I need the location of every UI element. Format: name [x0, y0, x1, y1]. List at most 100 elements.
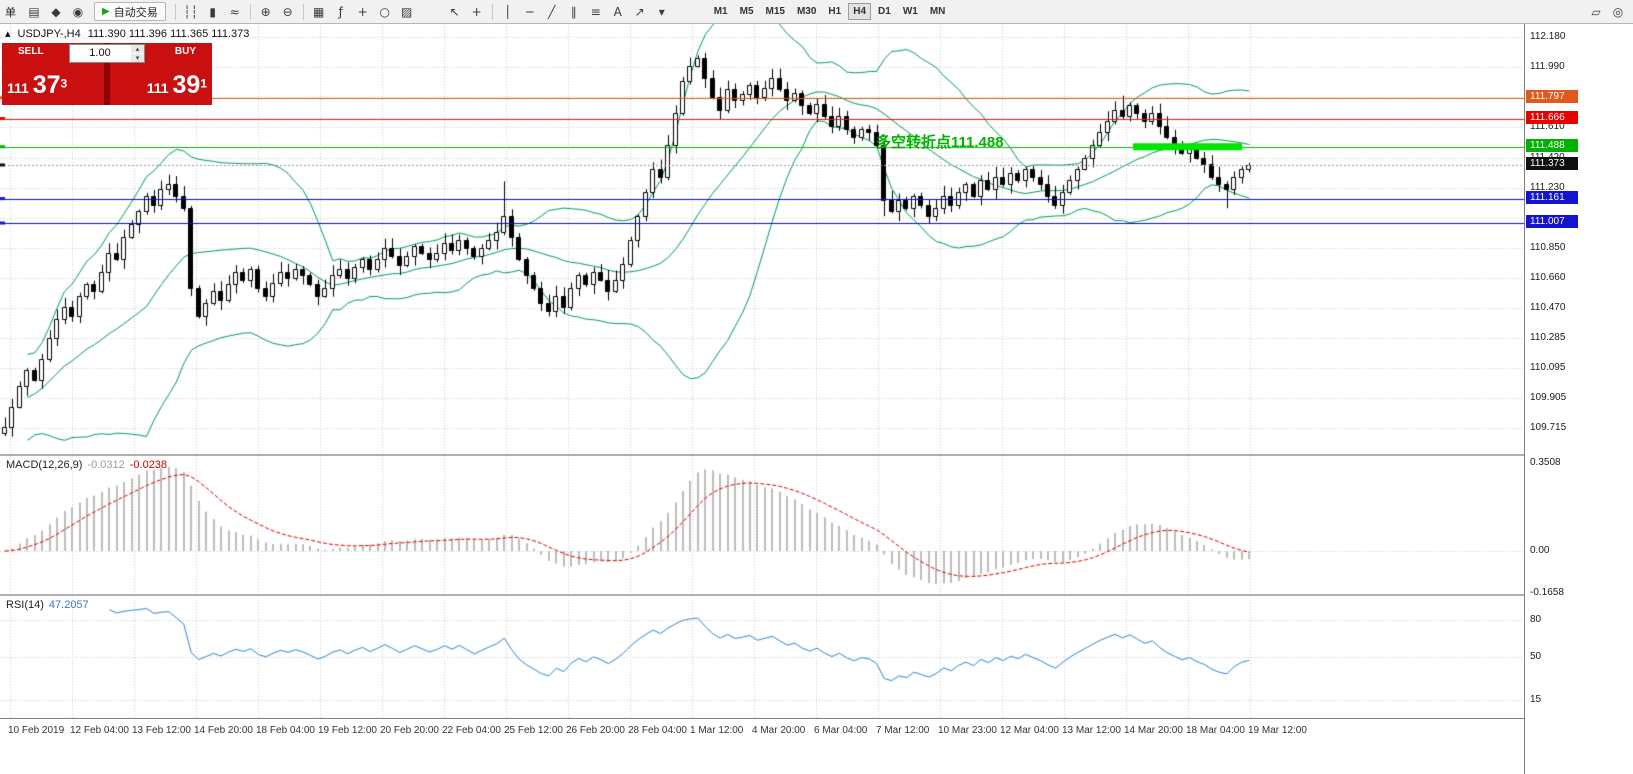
- timeframe-h4[interactable]: H4: [848, 3, 872, 20]
- toolbar-separator: [249, 3, 251, 20]
- price-axis-tick: 110.470: [1530, 302, 1566, 314]
- zoom-out-icon[interactable]: ⊖: [277, 2, 299, 21]
- crosshair-icon[interactable]: +: [466, 2, 488, 21]
- symbol-label: USDJPY-,H4: [17, 27, 81, 40]
- price-axis-tick: 111.610: [1530, 121, 1565, 133]
- timeframe-d1[interactable]: D1: [873, 3, 896, 20]
- timeframe-h1[interactable]: H1: [823, 3, 846, 20]
- time-axis-label: 14 Mar 20:00: [1124, 725, 1183, 736]
- macd-pane-divider[interactable]: [0, 454, 1633, 456]
- fibonacci-icon[interactable]: ≡: [585, 2, 607, 21]
- price-level-tag[interactable]: 111.666: [1526, 110, 1578, 124]
- cursor-icon[interactable]: ↖: [444, 2, 466, 21]
- price-axis-tick: 111.990: [1530, 61, 1565, 73]
- rsi-pane-label: RSI(14) 47.2057: [6, 599, 89, 611]
- sell-price: 111 373: [7, 71, 68, 99]
- macd-main-value: -0.0312: [87, 459, 125, 471]
- timeframe-m30[interactable]: M30: [792, 3, 821, 20]
- price-axis[interactable]: 112.180111.990111.610111.420111.230110.8…: [1524, 24, 1633, 774]
- candlestick-chart-icon[interactable]: ▮: [202, 2, 224, 21]
- search-icon[interactable]: ◎: [1607, 2, 1629, 21]
- toolbar-separator: [491, 3, 493, 20]
- time-axis-label: 10 Feb 2019: [8, 725, 65, 736]
- chart-annotation[interactable]: 多空转折点111.488: [876, 134, 1004, 151]
- volume-input[interactable]: 1.00 ▴ ▾: [69, 44, 145, 63]
- time-axis-label: 12 Feb 04:00: [70, 725, 129, 736]
- price-axis-tick: 110.660: [1530, 272, 1566, 284]
- time-axis-label: 18 Mar 04:00: [1186, 725, 1245, 736]
- text-icon[interactable]: A: [607, 2, 629, 21]
- period-dropdown-icon[interactable]: ○: [374, 2, 396, 21]
- line-chart-icon[interactable]: ≈: [224, 2, 246, 21]
- zoom-in-icon[interactable]: ⊕: [255, 2, 277, 21]
- macd-scale-label: 0.00: [1530, 545, 1550, 556]
- price-axis-tick: 109.715: [1530, 421, 1567, 433]
- time-axis[interactable]: 10 Feb 2019 12 Feb 04:00 13 Feb 12:00 14 Fe…: [0, 718, 1524, 774]
- autotrading-button[interactable]: ▶ 自动交易: [94, 2, 166, 21]
- time-axis-label: 1 Mar 12:00: [690, 725, 744, 736]
- toolbar-items: 单 ▤ ◆ ◉ ▶ 自动交易 ┆┆ ▮ ≈ ⊕ ⊖ ▦ ƒ + ○ ▨ ↖ + │ ─ ╱ ∥ ≡ A ↗ ▾: [3, 0, 673, 23]
- toolbar: 单 ▤ ◆ ◉ ▶ 自动交易 ┆┆ ▮ ≈ ⊕ ⊖ ▦ ƒ + ○ ▨ ↖ + │ ─ ╱ ∥ ≡ A ↗ ▾ M1 M5 M15 M3…: [0, 0, 1633, 24]
- indicators-icon[interactable]: ƒ: [330, 2, 352, 21]
- timeframe-toolbar: M1 M5 M15 M30 H1 H4 D1 W1 MN: [709, 3, 951, 20]
- time-axis-label: 14 Feb 20:00: [194, 725, 253, 736]
- shapes-dropdown-icon[interactable]: ▾: [651, 2, 673, 21]
- menu-label[interactable]: 单: [5, 6, 16, 19]
- price-axis-tick: 112.180: [1530, 31, 1566, 42]
- metaeditor-icon[interactable]: ◆: [45, 2, 67, 21]
- bars-chart-icon[interactable]: ┆┆: [180, 2, 202, 21]
- trendline-icon[interactable]: ╱: [541, 2, 563, 21]
- rsi-scale-label: 50: [1530, 651, 1542, 662]
- timeframe-m5[interactable]: M5: [735, 3, 759, 20]
- price-axis-tick: 110.095: [1530, 361, 1566, 373]
- price-axis-tick: 109.905: [1530, 391, 1567, 403]
- rsi-pane-divider[interactable]: [0, 594, 1633, 596]
- macd-pane-label: MACD(12,26,9) -0.0312 -0.0238: [6, 459, 168, 471]
- price-level-tag[interactable]: 111.161: [1526, 190, 1578, 204]
- timeframe-mn[interactable]: MN: [925, 3, 951, 20]
- macd-scale-label: -0.1658: [1530, 586, 1564, 598]
- vertical-line-icon[interactable]: │: [497, 2, 519, 21]
- sell-label: SELL: [18, 46, 44, 57]
- market-watch-icon[interactable]: ◉: [67, 2, 89, 21]
- templates-icon[interactable]: ▨: [396, 2, 418, 21]
- toolbar-right-icons: ▱ ◎: [1585, 2, 1629, 21]
- one-click-trading-panel: SELL 111 373 BUY 111 391 1.00 ▴ ▾: [2, 43, 212, 105]
- price-level-tag[interactable]: 111.007: [1526, 215, 1578, 229]
- time-axis-label: 28 Feb 04:00: [628, 725, 687, 736]
- macd-signal-value: -0.0238: [129, 459, 168, 471]
- price-level-tag[interactable]: 111.797: [1526, 89, 1578, 103]
- time-axis-label: 18 Feb 04:00: [256, 725, 315, 736]
- play-icon: ▶: [102, 6, 110, 17]
- autotrading-label: 自动交易: [113, 6, 158, 19]
- timeframe-m1[interactable]: M1: [709, 3, 733, 20]
- timeframe-w1[interactable]: W1: [898, 3, 923, 20]
- new-chart-icon[interactable]: +: [352, 2, 374, 21]
- volume-up-button[interactable]: ▴: [131, 45, 144, 53]
- ohlc-values: 111.390 111.396 111.365 111.373: [87, 27, 250, 40]
- price-level-tag[interactable]: 111.373: [1526, 156, 1578, 170]
- horizontal-line-icon[interactable]: ─: [519, 2, 541, 21]
- new-order-icon[interactable]: ▤: [23, 2, 45, 21]
- buy-label: BUY: [174, 46, 196, 57]
- buy-price: 111 391: [146, 71, 207, 99]
- time-axis-label: 4 Mar 20:00: [752, 725, 806, 736]
- arrow-tool-icon[interactable]: ↗: [629, 2, 651, 21]
- channel-icon[interactable]: ∥: [563, 2, 585, 21]
- one-click-toggle[interactable]: ▴: [5, 28, 11, 40]
- timeframe-m15[interactable]: M15: [761, 3, 790, 20]
- chart-canvas[interactable]: [0, 24, 1524, 718]
- price-level-tag[interactable]: 111.488: [1526, 138, 1578, 152]
- time-axis-label: 19 Mar 12:00: [1248, 725, 1307, 736]
- buy-button[interactable]: BUY 111 391: [110, 43, 212, 105]
- time-axis-label: 26 Feb 20:00: [566, 725, 625, 736]
- edit-icon[interactable]: ▱: [1585, 2, 1607, 21]
- time-axis-label: 19 Feb 12:00: [318, 725, 377, 736]
- time-axis-label: 25 Feb 12:00: [504, 725, 563, 736]
- time-axis-label: 7 Mar 12:00: [876, 725, 930, 736]
- time-axis-label: 10 Mar 23:00: [938, 725, 997, 736]
- time-axis-label: 22 Feb 04:00: [442, 725, 501, 736]
- tile-windows-icon[interactable]: ▦: [308, 2, 330, 21]
- volume-down-button[interactable]: ▾: [131, 54, 144, 62]
